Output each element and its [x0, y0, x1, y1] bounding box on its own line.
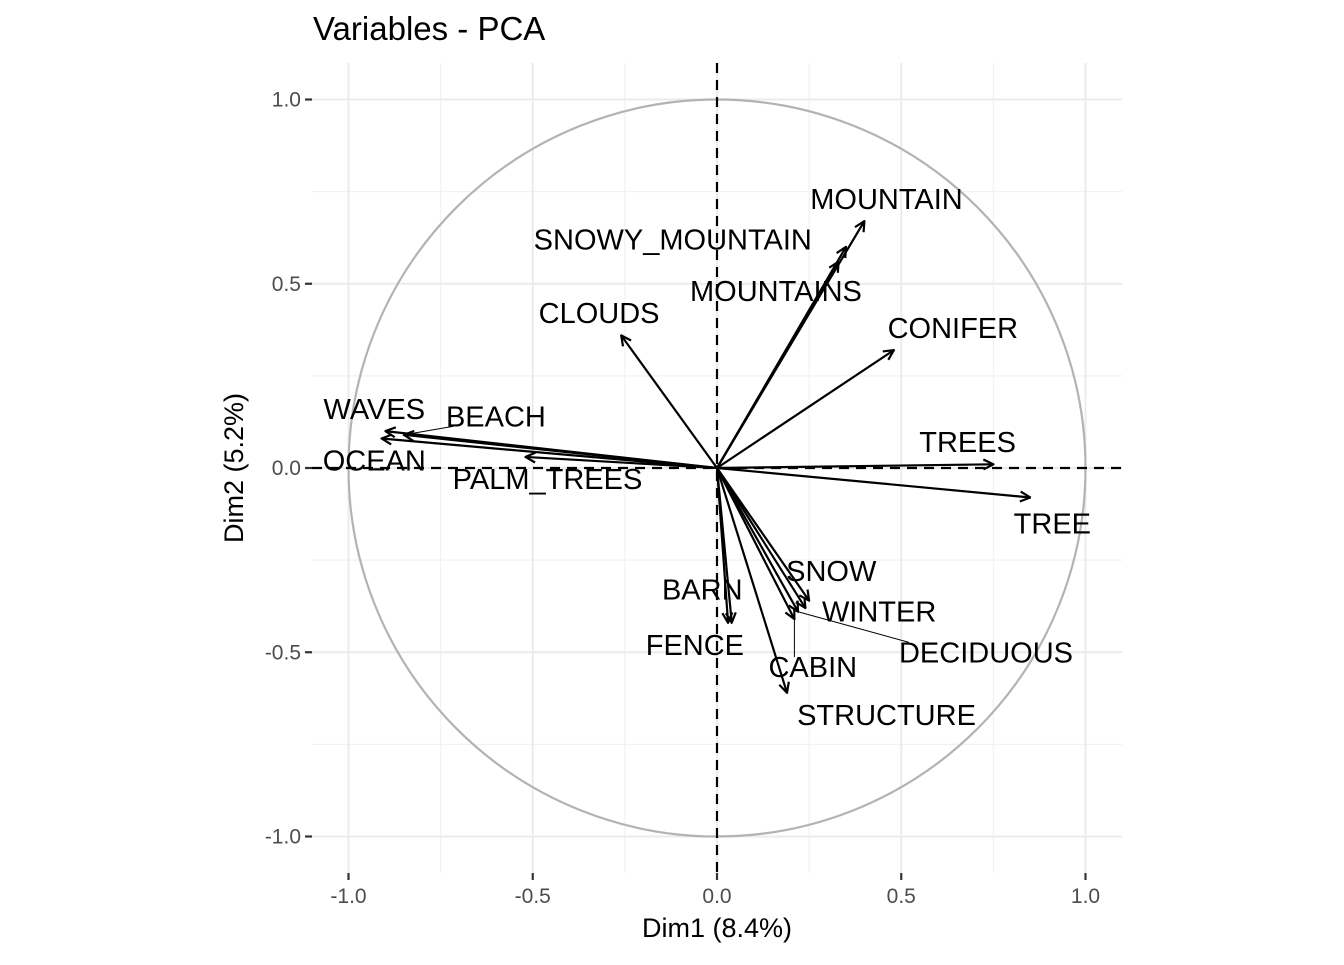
- variable-arrows: [382, 221, 1031, 693]
- arrow-deciduous: [716, 467, 798, 612]
- x-axis-title: Dim1 (8.4%): [642, 913, 792, 943]
- label-snow: SNOW: [786, 556, 877, 588]
- axes: -1.0 -0.5 0.0 0.5 1.0 -1.0 -0.5 0.0 0.5 1.0: [265, 89, 1100, 909]
- label-waves: WAVES: [324, 394, 426, 426]
- arrow-fence: [715, 467, 728, 623]
- label-mountains: MOUNTAINS: [690, 276, 862, 308]
- label-palm-trees: PALM_TREES: [453, 464, 643, 496]
- label-structure: STRUCTURE: [797, 700, 976, 732]
- x-tick-label: 1.0: [1071, 885, 1100, 908]
- y-tick-label: 0.0: [272, 457, 301, 480]
- x-tick-label: -0.5: [515, 885, 551, 908]
- arrow-mountains: [716, 262, 839, 469]
- arrow-structure: [715, 467, 787, 693]
- x-tick-label: -1.0: [330, 885, 366, 908]
- arrow-palm-trees: [525, 457, 718, 470]
- label-cabin: CABIN: [768, 652, 857, 684]
- chart-title: Variables - PCA: [313, 10, 545, 47]
- arrow-snow: [716, 467, 809, 601]
- label-deciduous: DECIDUOUS: [899, 637, 1073, 669]
- label-snowy-mountain: SNOWY_MOUNTAIN: [534, 225, 812, 257]
- y-tick-label: -1.0: [265, 826, 301, 849]
- arrow-clouds: [621, 335, 718, 469]
- arrow-cabin: [716, 467, 794, 619]
- label-mountain: MOUNTAIN: [810, 184, 963, 216]
- variable-labels: MOUNTAIN SNOWY_MOUNTAIN MOUNTAINS CONIFER CL…: [323, 184, 1091, 732]
- y-axis-title: Dim2 (5.2%): [219, 393, 249, 543]
- label-beach: BEACH: [446, 401, 546, 433]
- label-trees: TREES: [919, 427, 1016, 459]
- arrow-winter: [716, 467, 805, 608]
- arrow-ocean: [382, 439, 718, 470]
- arrow-tree: [716, 466, 1030, 497]
- x-tick-label: 0.5: [887, 885, 916, 908]
- label-fence: FENCE: [646, 630, 744, 662]
- label-conifer: CONIFER: [888, 313, 1019, 345]
- label-barn: BARN: [662, 575, 743, 607]
- label-winter: WINTER: [822, 597, 936, 629]
- label-ocean: OCEAN: [323, 446, 426, 478]
- label-tree: TREE: [1014, 508, 1091, 540]
- leader-beach: [403, 425, 453, 436]
- arrow-conifer: [716, 350, 894, 469]
- y-tick-label: -0.5: [265, 641, 301, 664]
- arrow-trees: [716, 464, 993, 468]
- x-tick-label: 0.0: [702, 885, 731, 908]
- y-tick-label: 1.0: [272, 89, 301, 112]
- leader-deciduous: [797, 611, 909, 643]
- y-tick-label: 0.5: [272, 273, 301, 296]
- label-clouds: CLOUDS: [539, 298, 660, 330]
